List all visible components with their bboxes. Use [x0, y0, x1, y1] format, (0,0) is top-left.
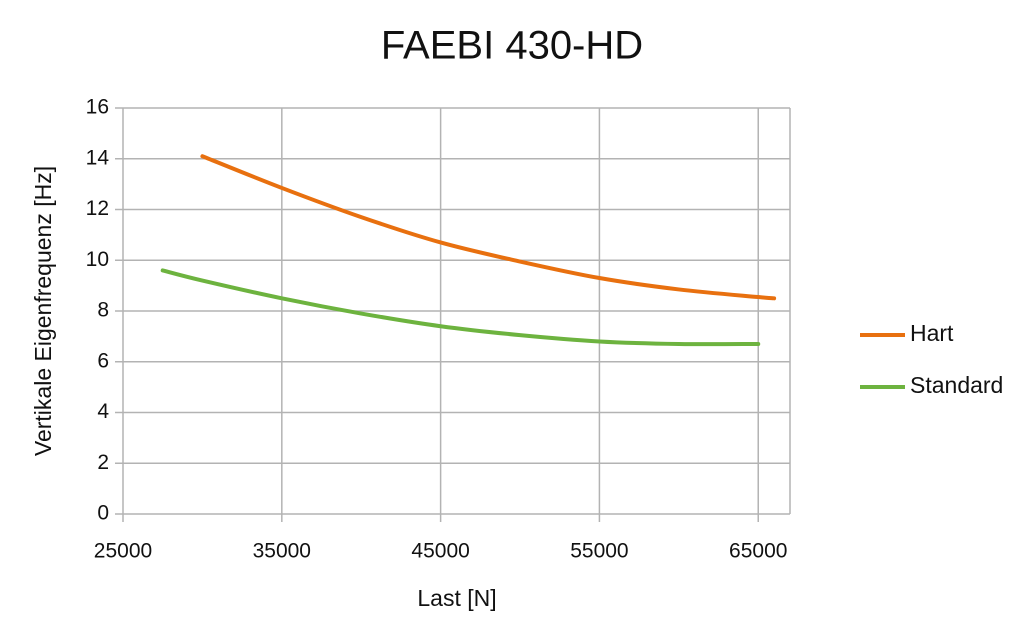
- legend-label: Hart: [910, 320, 954, 346]
- x-tick-label: 45000: [411, 540, 469, 563]
- series-line: [160, 268, 761, 347]
- series-line: [200, 154, 777, 301]
- y-axis-label: Vertikale Eigenfrequenz [Hz]: [30, 166, 56, 456]
- y-tick-label: 4: [97, 400, 109, 423]
- x-tick-label: 55000: [570, 540, 628, 563]
- y-tick-label: 12: [86, 197, 109, 220]
- chart-title: FAEBI 430-HD: [381, 24, 643, 68]
- x-tick-label: 35000: [253, 540, 311, 563]
- y-tick-label: 6: [97, 349, 109, 372]
- y-tick-label: 10: [86, 248, 109, 271]
- y-tick-label: 0: [97, 502, 109, 525]
- y-tick-label: 2: [97, 451, 109, 474]
- legend-label: Standard: [910, 372, 1003, 398]
- x-tick-label: 25000: [94, 540, 152, 563]
- x-axis-label: Last [N]: [417, 585, 496, 611]
- x-tick-label: 65000: [729, 540, 787, 563]
- y-tick-label: 16: [86, 96, 109, 119]
- y-tick-label: 8: [97, 299, 109, 322]
- y-tick-label: 14: [86, 146, 110, 169]
